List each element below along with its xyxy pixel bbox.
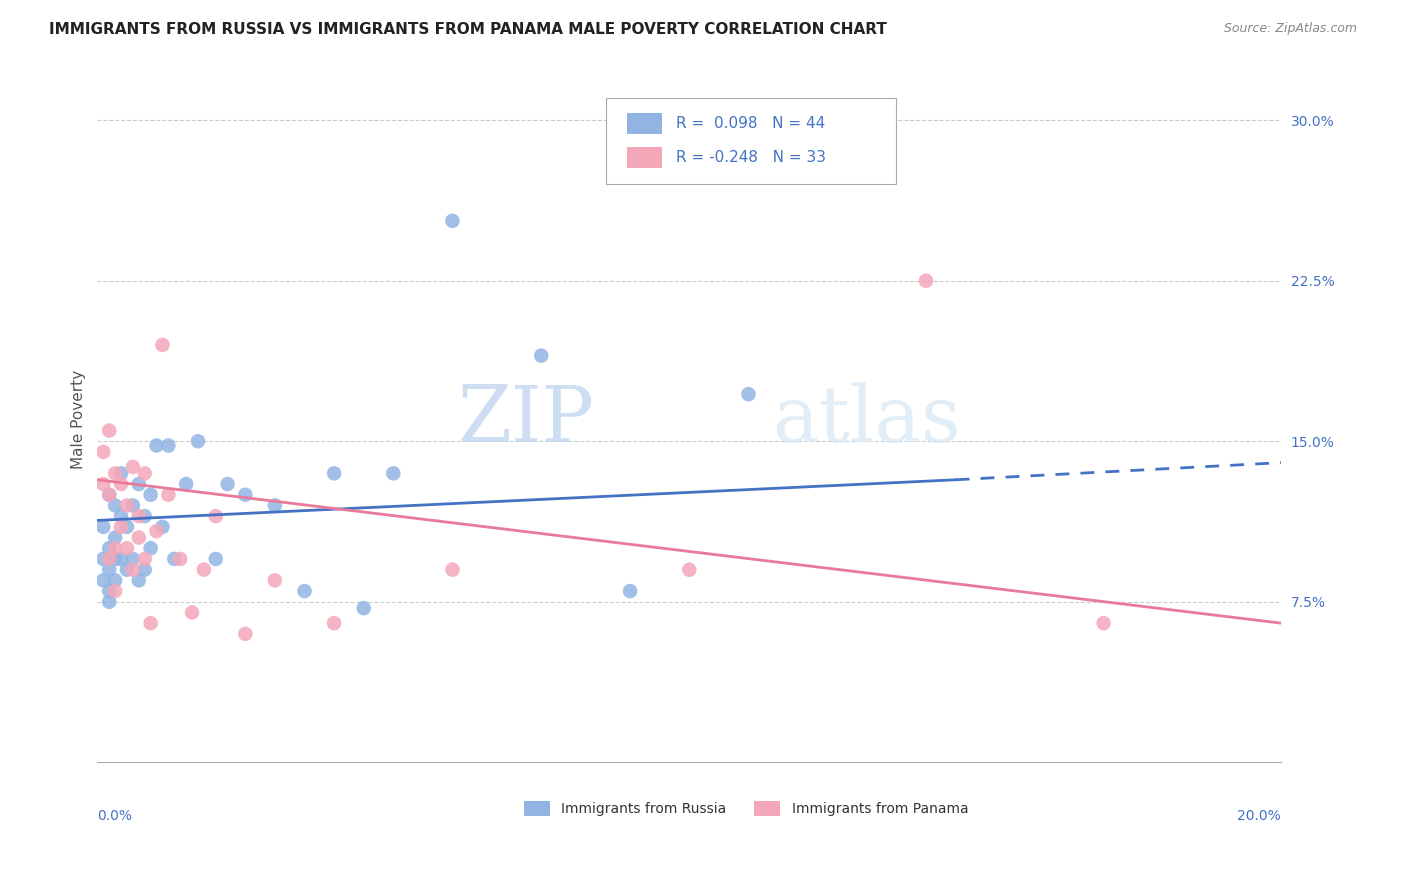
- FancyBboxPatch shape: [523, 801, 550, 816]
- Point: [139, 488, 162, 502]
- Point: [104, 552, 127, 566]
- Point: [145, 524, 167, 538]
- Point: [110, 477, 132, 491]
- Point: [98, 584, 121, 599]
- FancyBboxPatch shape: [606, 98, 897, 184]
- Point: [91, 520, 114, 534]
- Point: [441, 563, 464, 577]
- Text: R = -0.248   N = 33: R = -0.248 N = 33: [676, 150, 827, 165]
- Point: [104, 531, 127, 545]
- Point: [737, 387, 759, 401]
- Point: [174, 477, 197, 491]
- Point: [104, 541, 127, 556]
- Point: [915, 274, 938, 288]
- Point: [264, 574, 287, 588]
- Point: [139, 541, 162, 556]
- Point: [115, 520, 138, 534]
- Point: [163, 552, 186, 566]
- Point: [98, 424, 121, 438]
- Point: [121, 563, 143, 577]
- Point: [91, 477, 114, 491]
- Point: [121, 499, 143, 513]
- Point: [115, 541, 138, 556]
- Point: [323, 467, 346, 481]
- Text: Source: ZipAtlas.com: Source: ZipAtlas.com: [1223, 22, 1357, 36]
- Point: [128, 509, 150, 524]
- Point: [128, 477, 150, 491]
- FancyBboxPatch shape: [755, 801, 780, 816]
- Text: Immigrants from Russia: Immigrants from Russia: [561, 802, 727, 816]
- Text: IMMIGRANTS FROM RUSSIA VS IMMIGRANTS FROM PANAMA MALE POVERTY CORRELATION CHART: IMMIGRANTS FROM RUSSIA VS IMMIGRANTS FRO…: [49, 22, 887, 37]
- Point: [323, 616, 346, 631]
- Point: [187, 434, 209, 449]
- FancyBboxPatch shape: [627, 113, 662, 134]
- Point: [110, 467, 132, 481]
- Point: [128, 574, 150, 588]
- Point: [91, 552, 114, 566]
- Point: [233, 488, 256, 502]
- Point: [157, 488, 180, 502]
- Point: [382, 467, 405, 481]
- Point: [856, 124, 879, 138]
- Point: [1092, 616, 1115, 631]
- Point: [193, 563, 215, 577]
- Text: R =  0.098   N = 44: R = 0.098 N = 44: [676, 116, 825, 131]
- Point: [152, 520, 174, 534]
- Point: [98, 541, 121, 556]
- Point: [204, 509, 226, 524]
- Point: [530, 349, 553, 363]
- Point: [134, 563, 156, 577]
- Text: 0.0%: 0.0%: [97, 809, 132, 823]
- Text: Immigrants from Panama: Immigrants from Panama: [792, 802, 969, 816]
- Point: [353, 601, 375, 615]
- Y-axis label: Male Poverty: Male Poverty: [72, 370, 86, 469]
- Point: [104, 574, 127, 588]
- Point: [98, 488, 121, 502]
- Point: [678, 563, 700, 577]
- Point: [294, 584, 316, 599]
- Point: [121, 459, 143, 474]
- Point: [128, 531, 150, 545]
- Point: [110, 520, 132, 534]
- Point: [98, 488, 121, 502]
- Point: [264, 499, 287, 513]
- Point: [157, 438, 180, 452]
- Point: [91, 574, 114, 588]
- Point: [98, 563, 121, 577]
- Point: [115, 499, 138, 513]
- Point: [110, 509, 132, 524]
- Point: [145, 438, 167, 452]
- Point: [134, 467, 156, 481]
- FancyBboxPatch shape: [627, 147, 662, 168]
- Point: [233, 627, 256, 641]
- Point: [104, 467, 127, 481]
- Point: [134, 509, 156, 524]
- Point: [110, 552, 132, 566]
- Point: [217, 477, 239, 491]
- Point: [441, 214, 464, 228]
- Point: [91, 445, 114, 459]
- Point: [104, 499, 127, 513]
- Point: [139, 616, 162, 631]
- Text: atlas: atlas: [772, 382, 960, 458]
- Point: [204, 552, 226, 566]
- Point: [98, 552, 121, 566]
- Text: 20.0%: 20.0%: [1237, 809, 1281, 823]
- Point: [104, 584, 127, 599]
- Point: [134, 552, 156, 566]
- Point: [169, 552, 191, 566]
- Point: [152, 338, 174, 352]
- Point: [98, 595, 121, 609]
- Point: [619, 584, 641, 599]
- Text: ZIP: ZIP: [458, 382, 595, 458]
- Point: [181, 606, 204, 620]
- Point: [121, 552, 143, 566]
- Point: [115, 563, 138, 577]
